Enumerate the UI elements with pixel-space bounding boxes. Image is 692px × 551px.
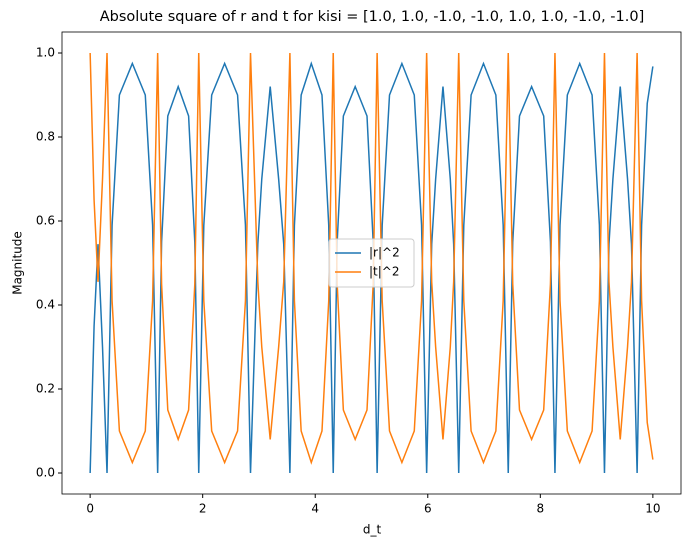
x-tick-label: 4 [311,502,319,516]
x-tick-label: 2 [199,502,207,516]
legend: |r|^2 |t|^2 [328,238,415,288]
line-series [89,52,654,465]
x-axis-label: d_t [363,523,382,537]
y-tick-label: 0.2 [36,382,55,396]
legend-label: |r|^2 [369,246,400,260]
y-tick-label: 0.8 [36,130,55,144]
line-series [89,61,654,474]
x-tick-label: 10 [645,502,660,516]
legend-label: |t|^2 [369,265,399,279]
y-tick-label: 1.0 [36,46,55,60]
plot-frame [61,31,682,495]
y-tick-label: 0.0 [36,466,55,480]
chart-title: Absolute square of r and t for kisi = [1… [100,9,645,25]
x-tick-label: 6 [424,502,432,516]
x-tick-label: 0 [86,502,94,516]
y-axis-label: Magnitude [11,231,25,295]
legend-box [328,238,415,288]
x-tick-label: 8 [536,502,544,516]
y-tick-label: 0.4 [36,298,55,312]
y-tick-label: 0.6 [36,214,55,228]
